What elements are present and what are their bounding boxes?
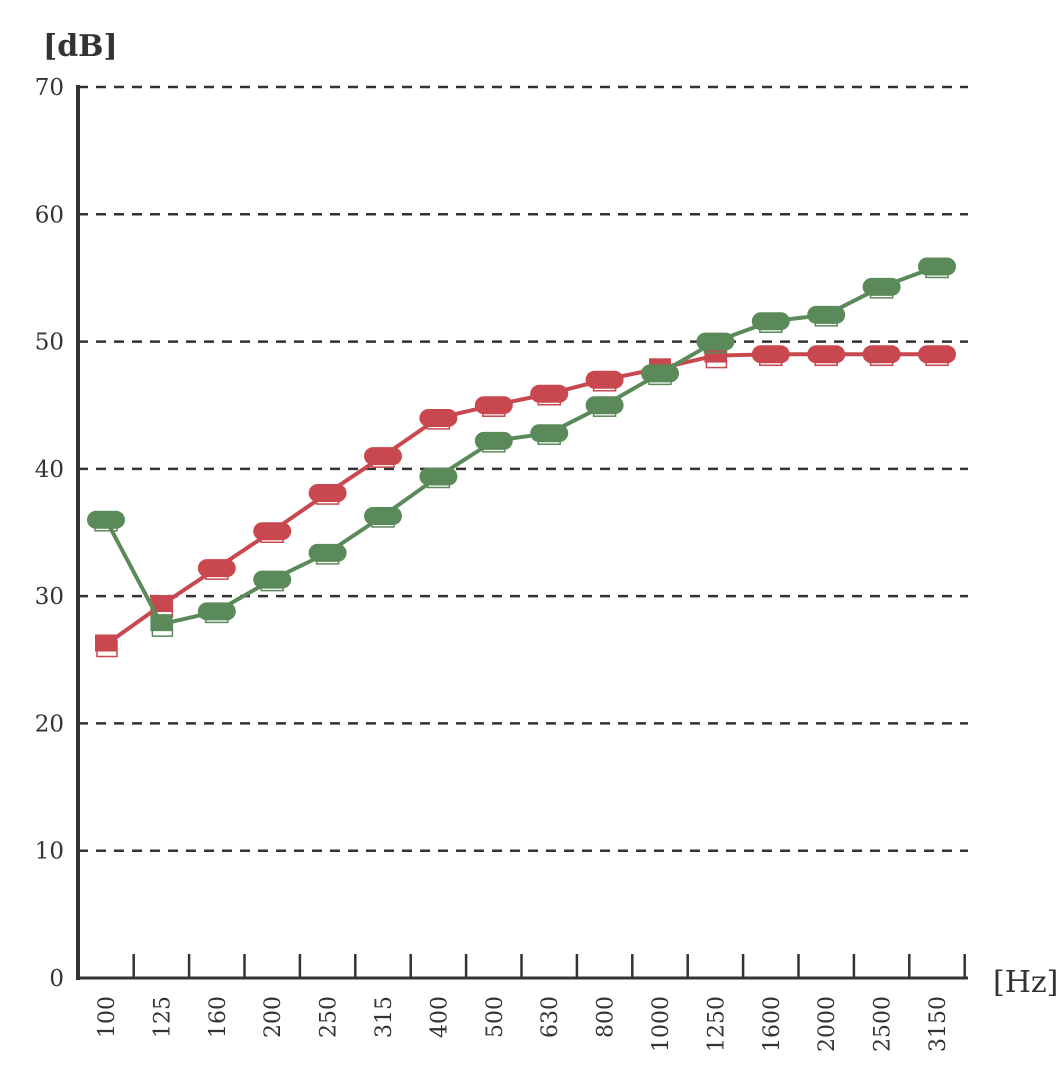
axes (76, 85, 968, 980)
x-tick-label: 125 (150, 996, 175, 1038)
square-marker (95, 634, 117, 652)
circle-marker (696, 332, 735, 351)
gridlines (78, 85, 968, 852)
circle-marker (474, 396, 513, 415)
circle-marker (197, 559, 236, 578)
circle-marker (419, 408, 458, 427)
circle-marker (308, 484, 347, 503)
data-point (585, 396, 624, 417)
circle-marker (474, 431, 513, 450)
circle-marker (364, 506, 402, 525)
y-tick-label: 70 (35, 75, 64, 101)
x-tick-label: 100 (95, 996, 120, 1038)
circle-marker (530, 424, 569, 443)
square-marker (150, 614, 173, 632)
series-line (104, 352, 937, 647)
x-tick-label: 2000 (815, 996, 840, 1052)
circle-marker (197, 602, 236, 621)
data-series (87, 257, 956, 658)
circle-marker (87, 510, 125, 529)
x-tick-label: 800 (594, 996, 619, 1038)
x-tick-label: 2500 (871, 996, 896, 1052)
x-tick-label: 500 (483, 996, 508, 1038)
circle-marker (807, 345, 846, 364)
data-point (918, 257, 956, 279)
x-tick-label: 630 (538, 996, 563, 1038)
circle-marker (585, 396, 624, 415)
data-point (87, 510, 125, 532)
x-tick-label: 200 (261, 996, 286, 1038)
circle-marker (419, 467, 458, 486)
data-point (696, 332, 735, 354)
x-tick-label: 1600 (760, 996, 785, 1052)
circle-marker (751, 312, 790, 331)
x-tick-label: 160 (206, 996, 231, 1038)
series-1 (95, 345, 956, 658)
circle-marker (253, 522, 292, 541)
x-tick-label: 250 (317, 996, 342, 1038)
data-point (807, 345, 846, 367)
data-point (419, 408, 458, 430)
circle-marker (253, 570, 292, 589)
x-tick-label: 3150 (926, 996, 951, 1052)
data-point (530, 384, 569, 406)
data-point (474, 396, 513, 417)
data-point (585, 370, 624, 392)
data-point (308, 543, 347, 565)
data-point (197, 559, 236, 580)
data-point (862, 277, 901, 299)
square-marker (150, 595, 173, 613)
x-tick-label: 1000 (649, 996, 674, 1052)
data-point (751, 345, 790, 367)
circle-marker (530, 384, 569, 403)
x-tick-label: 1250 (704, 996, 729, 1052)
y-tick-label: 10 (35, 839, 64, 865)
y-tick-label: 30 (35, 584, 64, 610)
x-tick-label: 315 (372, 996, 397, 1038)
data-point (253, 522, 292, 543)
x-tick-label: 400 (427, 996, 452, 1038)
y-tick-labels: 0 10 20 30 40 50 60 70 (35, 75, 64, 992)
data-point (95, 634, 118, 658)
x-tick-labels: 100 125 160 200 250 315 400 500 630 800 1000 1250 16… (95, 996, 951, 1052)
circle-marker (751, 345, 790, 364)
y-axis-unit-label: [dB] (43, 29, 118, 64)
x-axis-unit-label: [Hz] (993, 965, 1058, 1000)
series-2 (87, 257, 956, 637)
data-point (474, 431, 513, 453)
data-point (641, 364, 679, 386)
data-point (918, 345, 956, 367)
circle-marker (807, 305, 846, 324)
circle-marker (364, 447, 402, 466)
data-point (364, 506, 402, 528)
circle-marker (585, 370, 624, 389)
data-point (150, 614, 174, 637)
data-point (751, 312, 790, 333)
circle-marker (918, 345, 956, 364)
data-point (197, 602, 236, 624)
data-point (308, 484, 347, 505)
circle-marker (862, 277, 901, 296)
data-point (364, 447, 402, 468)
circle-marker (862, 345, 901, 364)
y-tick-label: 0 (49, 966, 64, 992)
data-point (530, 424, 569, 445)
data-point (807, 305, 846, 327)
series-line (104, 264, 938, 627)
circle-marker (308, 543, 347, 562)
y-tick-label: 60 (35, 202, 64, 228)
circle-marker (641, 364, 679, 383)
data-point (253, 570, 292, 592)
y-tick-label: 50 (35, 330, 64, 356)
circle-marker (918, 257, 956, 276)
y-tick-label: 20 (35, 711, 64, 737)
y-tick-label: 40 (35, 457, 64, 483)
data-point (419, 467, 458, 489)
data-point (862, 345, 901, 367)
